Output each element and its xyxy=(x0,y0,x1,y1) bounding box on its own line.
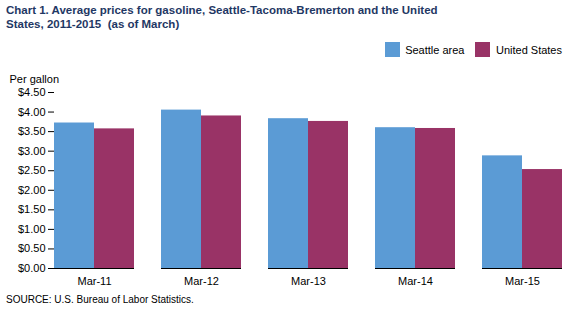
svg-text:$1.00: $1.00 xyxy=(18,222,46,234)
svg-text:$3.00: $3.00 xyxy=(18,144,46,156)
svg-text:$3.50: $3.50 xyxy=(18,125,46,137)
html-text:SOURCE: U.S. Bureau of Labor S: SOURCE: U.S. Bureau of Labor Statistics. xyxy=(6,293,194,305)
svg-text:Mar-14: Mar-14 xyxy=(398,275,433,287)
svg-text:$0.00: $0.00 xyxy=(18,262,46,274)
html-text:United States: United States xyxy=(496,43,562,56)
svg-text:$4.50: $4.50 xyxy=(18,86,46,98)
svg-text:$4.00: $4.00 xyxy=(18,105,46,117)
svg-text:$2.50: $2.50 xyxy=(18,164,46,176)
svg-text:Mar-12: Mar-12 xyxy=(184,275,219,287)
svg-text:Mar-11: Mar-11 xyxy=(77,275,111,287)
html-text:Chart 1. Average prices for ga: Chart 1. Average prices for gasoline, Se… xyxy=(6,4,438,30)
html-text:Seattle area: Seattle area xyxy=(405,43,465,56)
svg-text:Per gallon: Per gallon xyxy=(10,73,60,85)
svg-text:Mar-13: Mar-13 xyxy=(291,275,326,287)
svg-text:$2.00: $2.00 xyxy=(18,183,46,195)
svg-text:$0.50: $0.50 xyxy=(18,242,46,254)
svg-text:Mar-15: Mar-15 xyxy=(505,275,540,287)
svg-text:$1.50: $1.50 xyxy=(18,203,46,215)
